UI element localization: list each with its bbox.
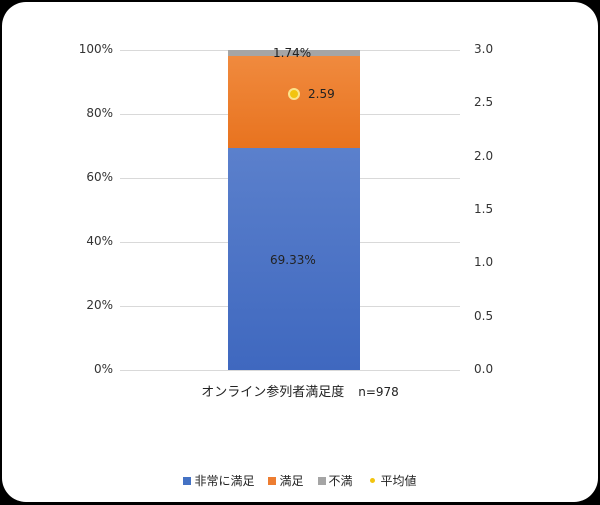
square-swatch-icon — [268, 476, 277, 485]
legend-label: 不満 — [328, 474, 353, 488]
bar-segment-satisfied[interactable] — [228, 56, 360, 148]
square-swatch-icon — [317, 476, 326, 485]
label-dissatisfied: 1.74% — [273, 46, 312, 60]
y-right-tick: 1.5 — [474, 202, 494, 216]
y-right-tick: 2.5 — [474, 95, 494, 109]
bar-segment-very-satisfied[interactable] — [228, 148, 360, 370]
y-right-tick: 2.0 — [474, 149, 494, 163]
label-very-satisfied: 69.33% — [270, 253, 316, 267]
y-left-tick: 0% — [93, 362, 113, 376]
y-left-tick: 80% — [86, 106, 113, 120]
bar-segment-dissatisfied[interactable] — [228, 50, 360, 56]
y-left-tick: 100% — [78, 42, 113, 56]
x-axis-label: オンライン参列者満足度 n=978 — [0, 381, 600, 400]
legend-label: 満足 — [279, 474, 304, 488]
dot-swatch-icon — [369, 478, 375, 483]
legend-item-satisfied[interactable]: 満足 — [268, 472, 304, 489]
category-label: オンライン参列者満足度 — [201, 385, 345, 400]
legend: 非常に満足 満足 不満 平均値 — [0, 472, 600, 489]
square-swatch-icon — [183, 476, 192, 485]
legend-item-dissatisfied[interactable]: 不満 — [317, 472, 353, 489]
gridline — [120, 370, 460, 371]
y-right-tick: 3.0 — [474, 42, 494, 56]
y-left-tick: 60% — [86, 170, 113, 184]
legend-item-very-satisfied[interactable]: 非常に満足 — [183, 472, 254, 489]
y-right-tick: 0.0 — [474, 362, 494, 376]
legend-label: 平均値 — [380, 474, 417, 488]
legend-label: 非常に満足 — [194, 474, 255, 488]
y-left-tick: 40% — [86, 234, 113, 248]
y-left-tick: 20% — [86, 298, 113, 312]
sample-size: n=978 — [358, 385, 399, 399]
label-average: 2.59 — [308, 87, 335, 101]
y-right-tick: 1.0 — [474, 255, 494, 269]
legend-item-average[interactable]: 平均値 — [367, 472, 417, 489]
average-marker[interactable] — [288, 88, 300, 100]
y-right-tick: 0.5 — [474, 309, 494, 323]
